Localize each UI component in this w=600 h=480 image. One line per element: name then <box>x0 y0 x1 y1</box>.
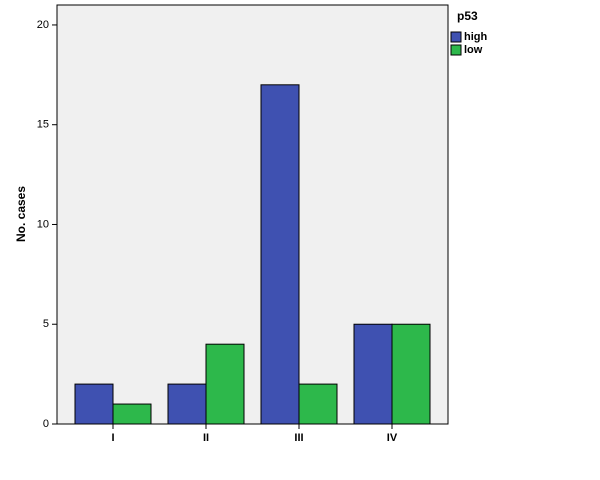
legend-swatch <box>450 31 462 43</box>
bar <box>167 383 207 425</box>
bar <box>112 403 152 425</box>
bar <box>298 383 338 425</box>
bar <box>391 323 431 425</box>
y-tick-label: 15 <box>37 119 49 131</box>
x-tick-label: IV <box>387 432 398 444</box>
y-axis-label: No. cases <box>14 186 28 242</box>
x-tick-label: II <box>203 432 209 444</box>
bar <box>260 84 300 425</box>
bar <box>205 343 245 425</box>
legend-title: p53 <box>457 9 478 23</box>
y-tick-label: 5 <box>43 318 49 330</box>
legend-swatch <box>450 44 462 56</box>
bar <box>74 383 114 425</box>
bar <box>353 323 393 425</box>
legend-label: low <box>464 44 483 56</box>
x-tick-label: III <box>294 432 303 444</box>
y-tick-label: 10 <box>37 218 49 230</box>
y-tick-label: 20 <box>37 19 49 31</box>
legend-label: high <box>464 31 487 43</box>
y-tick-label: 0 <box>43 418 49 430</box>
x-tick-label: I <box>111 432 114 444</box>
